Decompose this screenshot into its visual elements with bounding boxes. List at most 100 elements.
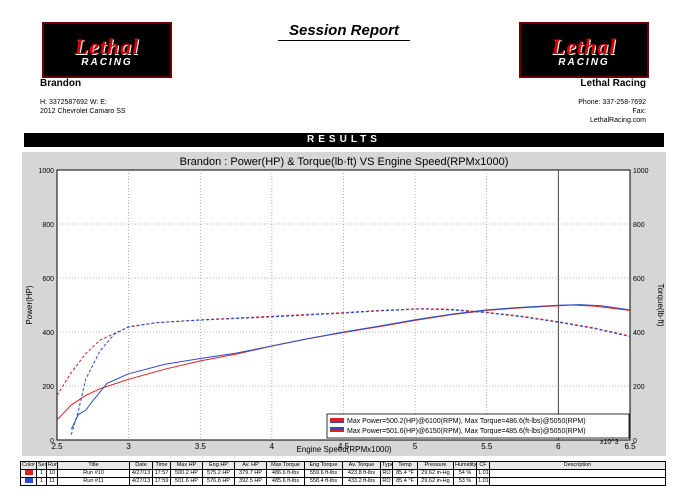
y-left-tick-label: 1000 <box>38 168 54 175</box>
shop-website: LethalRacing.com <box>589 117 646 124</box>
x-tick-label: 3.5 <box>195 442 207 451</box>
y-left-tick-label: 0 <box>50 438 54 445</box>
logo-subtext: RACING <box>81 57 133 68</box>
table-cell: 17:57 <box>152 469 171 478</box>
table-cell: 486.6 ft-lbs <box>266 469 305 478</box>
table-cell: 29.62 in-Hg <box>417 469 454 478</box>
table-header-cell: Max Torque <box>266 461 305 470</box>
x-tick-label: 6 <box>556 442 561 451</box>
logo-subtext: RACING <box>558 57 610 68</box>
logo-wordmark: Lethal <box>551 34 617 59</box>
series-run-11-torque-line <box>70 308 631 435</box>
table-cell: 575.2 HP <box>202 469 235 478</box>
x-tick-label: 2.5 <box>51 442 63 451</box>
y-right-tick-label: 0 <box>633 438 637 445</box>
table-cell: 53 % <box>453 477 477 486</box>
x-tick-label: 3 <box>126 442 131 451</box>
table-header-cell: Description <box>489 461 666 470</box>
table-cell: 4/27/13 <box>129 477 153 486</box>
table-cell: RO <box>380 469 393 478</box>
y-left-tick-label: 400 <box>42 330 54 337</box>
table-cell: 558.4 ft-lbs <box>304 477 343 486</box>
y-left-tick-label: 200 <box>42 384 54 391</box>
table-cell: RO <box>380 477 393 486</box>
report-title: Session Report <box>278 22 410 41</box>
table-header-cell: Sess <box>36 461 47 470</box>
table-header-cell: Temp <box>392 461 418 470</box>
table-header-cell: Type <box>380 461 393 470</box>
legend: Max Power=500.2(HP)@6100(RPM), Max Torqu… <box>326 413 630 439</box>
x-tick-labels: 2.5 3 3.5 4 4.5 5 5.5 6 6.5 <box>51 442 636 451</box>
logo-wordmark: Lethal <box>74 34 140 59</box>
y-right-tick-label: 1000 <box>633 168 649 175</box>
table-cell: 10 <box>46 469 58 478</box>
table-cell: 11 <box>46 477 58 486</box>
x-tick-label: 5 <box>413 442 418 451</box>
table-cell: 392.5 HP <box>234 477 267 486</box>
x-tick-label: 5.5 <box>481 442 493 451</box>
color-cell <box>20 477 37 486</box>
table-cell: 1 <box>36 477 47 486</box>
table-cell: 433.2 ft-lbs <box>342 477 381 486</box>
y-right-tick-label: 400 <box>633 330 645 337</box>
table-cell: 576.8 HP <box>202 477 235 486</box>
shop-name: Lethal Racing <box>580 78 646 89</box>
table-header-cell: Eng Torque <box>304 461 343 470</box>
lethal-racing-logo-left: Lethal RACING <box>42 22 172 78</box>
color-cell <box>20 469 37 478</box>
table-cell: 379.7 HP <box>234 469 267 478</box>
legend-swatch-run-10-accent <box>330 421 344 423</box>
run-color-swatch <box>24 470 33 476</box>
table-cell: 1.01 <box>476 477 490 486</box>
x-axis-label: Engine Speed(RPMx1000) <box>296 445 392 454</box>
table-cell: 1.01 <box>476 469 490 478</box>
table-header-cell: Av. HP <box>234 461 267 470</box>
legend-swatch-run-11-accent <box>330 430 344 432</box>
table-cell: 500.2 HP <box>170 469 203 478</box>
table-header-row: Color Sess Run Title Date Time Max HP En… <box>20 461 666 470</box>
legend-swatch-run-11 <box>330 427 344 430</box>
customer-phone-line: H: 3372587692 W: E: <box>40 99 107 106</box>
table-cell: 559.6 ft-lbs <box>304 469 343 478</box>
table-header-cell: Max HP <box>170 461 203 470</box>
table-header-cell: Run <box>46 461 58 470</box>
table-cell: 29.62 in-Hg <box>417 477 454 486</box>
table-cell: 501.6 HP <box>170 477 203 486</box>
chart-title: Brandon : Power(HP) & Torque(lb·ft) VS E… <box>180 156 509 168</box>
table-cell: 54 % <box>453 469 477 478</box>
y-right-tick-label: 600 <box>633 276 645 283</box>
y-left-axis-label: Power(HP) <box>25 285 34 324</box>
table-row-run-10[interactable]: 1 10 Run #10 4/27/13 17:57 500.2 HP 575.… <box>20 469 666 478</box>
table-cell: 85.4 °F <box>392 477 418 486</box>
table-cell: 485.6 ft-lbs <box>266 477 305 486</box>
shop-fax: Fax: <box>632 108 646 115</box>
table-header-cell: CF <box>476 461 490 470</box>
table-header-cell: Av. Torque <box>342 461 381 470</box>
series-run-10-torque-line <box>56 308 631 396</box>
legend-entry-run-11: Max Power=501.6(HP)@6150(RPM), Max Torqu… <box>347 428 586 435</box>
y-right-tick-label: 200 <box>633 384 645 391</box>
table-cell: 17:59 <box>152 477 171 486</box>
legend-entry-run-10: Max Power=500.2(HP)@6100(RPM), Max Torqu… <box>347 418 586 425</box>
series-group <box>56 304 631 435</box>
legend-swatch-run-10 <box>330 418 344 421</box>
runs-table: Color Sess Run Title Date Time Max HP En… <box>20 461 666 486</box>
x-tick-label: 6.5 <box>624 442 636 451</box>
table-row-run-11[interactable]: 1 11 Run #11 4/27/13 17:59 501.6 HP 576.… <box>20 477 666 486</box>
table-cell: 4/27/13 <box>129 469 153 478</box>
y-right-tick-label: 800 <box>633 222 645 229</box>
table-cell <box>489 469 666 478</box>
customer-vehicle: 2012 Chevrolet Camaro SS <box>40 108 126 115</box>
table-header-cell: Eng HP <box>202 461 235 470</box>
x-tick-label: 4.5 <box>338 442 350 451</box>
y-left-tick-label: 600 <box>42 276 54 283</box>
table-header-cell: Pressure <box>417 461 454 470</box>
legend-box <box>326 413 630 439</box>
y-right-axis-label: Torque(lb·ft) <box>656 283 665 326</box>
table-header-cell: Date <box>129 461 153 470</box>
table-header-cell: Title <box>57 461 130 470</box>
table-header-cell: Color <box>20 461 37 470</box>
table-header-cell: Time <box>152 461 171 470</box>
run-color-swatch <box>24 478 33 484</box>
table-header-cell: Humidity <box>453 461 477 470</box>
